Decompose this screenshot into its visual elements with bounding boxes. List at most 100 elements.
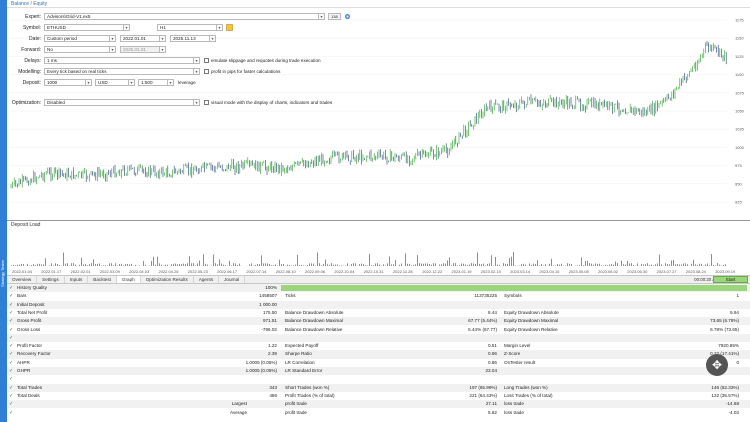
deposit-load-bar [485,265,486,266]
deposit-load-bar [55,263,56,266]
leverage-dropdown-icon[interactable]: ▾ [168,79,174,86]
tab-inputs[interactable]: Inputs [65,276,89,283]
price-tick-label: 1000 [735,145,745,150]
date-to-field[interactable]: 2025.11.13 [170,35,210,42]
deposit-load-bar [591,263,592,266]
symbol-dropdown-icon[interactable]: ▾ [124,24,130,31]
timeframe-dropdown-icon[interactable]: ▾ [217,24,223,31]
tab-settings[interactable]: Settings [37,276,65,283]
tab-overview[interactable]: Overview [7,276,38,283]
timeframe-field[interactable]: H1 [157,24,217,31]
deposit-load-bar [717,263,718,266]
optimization-dropdown-icon[interactable]: ▾ [194,99,200,106]
deposit-load-bar [419,263,420,266]
deposit-load-bar [335,264,336,266]
deposit-load-bar [57,264,58,266]
deposit-load-bar [719,264,720,266]
currency-field[interactable]: USD [95,79,129,86]
report-row: ✓ History Quality 100% [7,284,750,293]
deposit-load-bar [515,265,516,266]
expert-field[interactable]: Advisors\Grid-V1.ex5 [44,13,319,20]
expert-dropdown-icon[interactable]: ▾ [319,13,325,20]
deposit-load-bar [319,263,320,266]
modelling-field[interactable]: Every tick based on real ticks [44,68,194,75]
deposit-load-bar [637,263,638,266]
deposit-load-bar [655,264,656,266]
report-label: profit trade [285,409,307,415]
delays-field[interactable]: 1 ms [44,57,194,64]
forward-dropdown-icon[interactable]: ▾ [110,46,116,53]
deposit-load-bar [235,263,236,266]
deposit-load-bar [103,265,104,266]
delays-dropdown-icon[interactable]: ▾ [194,57,200,64]
deposit-load-bar [551,258,552,266]
deposit-load-bar [587,260,588,266]
report-label: Symbols [504,293,522,299]
deposit-load-bar [207,264,208,266]
leverage-field[interactable]: 1:500 [138,79,168,86]
deposit-load-bar [275,264,276,266]
deposit-load-bar [279,259,280,266]
deposit-load-bar [567,263,568,266]
deposit-load-bar [607,265,608,266]
deposit-load-bar [363,264,364,266]
deposit-load-bar [677,263,678,266]
deposit-load-bar [409,263,410,266]
report-value: 5.62 [488,409,497,415]
move-icon[interactable]: ✥ [706,354,728,376]
date-from-dropdown-icon[interactable]: ▾ [160,35,166,42]
report-label: Profit Factor [17,343,43,349]
currency-dropdown-icon[interactable]: ▾ [129,79,135,86]
deposit-load-bar [431,264,432,266]
tab-optimization-results[interactable]: Optimization Results [141,276,194,283]
date-mode-dropdown-icon[interactable]: ▾ [110,35,116,42]
forward-field[interactable]: No [44,46,110,53]
date-to-dropdown-icon[interactable]: ▾ [210,35,216,42]
deposit-load-bar [571,264,572,266]
deposit-dropdown-icon[interactable]: ▾ [86,79,92,86]
deposit-load-bar [41,264,42,266]
settings-gear-icon[interactable] [344,13,351,20]
deposit-load-bar [529,263,530,266]
date-mode-field[interactable]: Custom period [44,35,110,42]
visual-mode-checkbox[interactable] [204,100,209,105]
deposit-load-bar [39,263,40,266]
start-button[interactable]: Start [713,276,748,283]
price-chart[interactable]: 1175 1150 1125 1100 1075 1050 1025 1000 975 950 92… [7,8,750,220]
tab-graph[interactable]: Graph [116,276,141,283]
tab-backtest[interactable]: Backtest [88,276,117,283]
tab-agents[interactable]: Agents [194,276,220,283]
optimization-field[interactable]: Disabled [44,99,194,106]
deposit-load-bar [369,253,370,266]
tester-side-strip[interactable]: Strategy Tester [0,0,7,422]
expert-edit-button[interactable]: 138 [328,13,341,20]
deposit-load-bar [197,263,198,266]
deposit-load-bar [593,264,594,266]
deposit-load-bar [651,264,652,266]
deposit-load-bar [171,264,172,266]
price-tick-label: 1100 [735,72,744,77]
deposit-load-bar [401,263,402,266]
deposit-load-chart[interactable]: Deposit Load [7,220,750,267]
row-check-icon: ✓ [9,376,14,383]
deposit-load-bar [155,264,156,266]
deposit-load-bar [583,265,584,266]
symbol-field[interactable]: ETHUSD [44,24,124,31]
tab-journal[interactable]: Journal [219,276,246,283]
modelling-dropdown-icon[interactable]: ▾ [194,68,200,75]
deposit-field[interactable]: 1000 [44,79,86,86]
deposit-load-bar [65,263,66,266]
date-from-field[interactable]: 2022.01.01 [120,35,160,42]
report-label: Long Trades (won %) [504,384,548,390]
price-tick-label: 1125 [735,54,744,59]
deposit-load-bar [705,264,706,266]
slippage-checkbox[interactable] [204,58,209,63]
deposit-load-bar [59,265,60,266]
report-value: 1 [736,293,739,299]
profit-pips-checkbox[interactable] [204,69,209,74]
symbol-properties-icon[interactable] [226,24,233,31]
deposit-load-bar [139,265,140,266]
forward-label: Forward: [21,46,41,53]
deposit-load-bar [633,265,634,266]
deposit-load-bar [113,265,114,266]
